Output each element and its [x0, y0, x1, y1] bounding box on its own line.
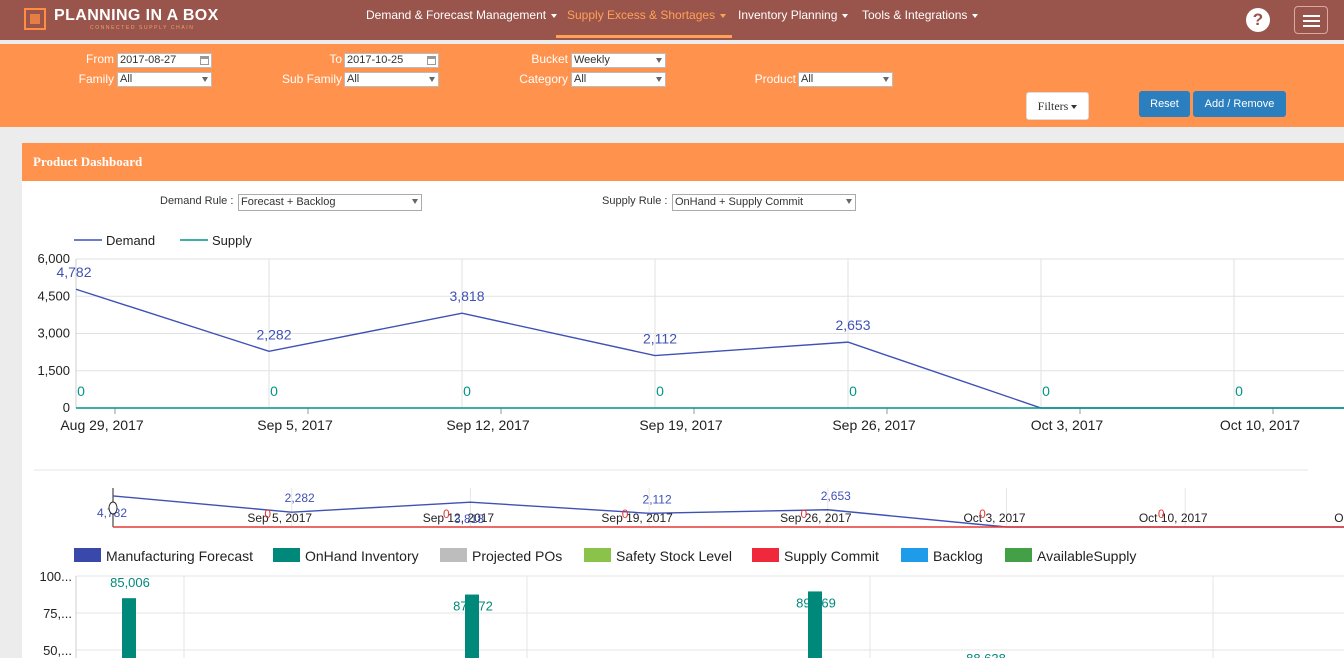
family-value: All — [120, 73, 133, 85]
calendar-icon[interactable] — [427, 56, 436, 65]
subfamily-value: All — [347, 73, 360, 85]
category-label: Category — [519, 72, 568, 86]
dropdown-arrow-icon — [412, 199, 418, 204]
nav-label: Supply Excess & Shortages — [567, 8, 716, 22]
question-circle-icon[interactable]: ? — [1246, 8, 1270, 32]
from-date-input[interactable]: 2017-08-27 — [117, 53, 212, 68]
product-value: All — [801, 73, 814, 85]
brand-title: PLANNING IN A BOX — [54, 7, 219, 24]
brand-subtitle: CONNECTED SUPPLY CHAIN — [90, 25, 195, 31]
dropdown-arrow-icon — [429, 77, 435, 82]
demand-rule-select[interactable]: Forecast + Backlog — [238, 194, 422, 211]
nav-inventory-planning[interactable]: Inventory Planning — [738, 8, 849, 22]
family-label: Family — [78, 72, 114, 86]
demand-rule-value: Forecast + Backlog — [241, 196, 336, 208]
dropdown-arrow-icon — [846, 199, 852, 204]
family-select[interactable]: All — [117, 72, 212, 87]
caret-down-icon — [972, 13, 979, 18]
subfamily-select[interactable]: All — [344, 72, 439, 87]
top-navbar: PLANNING IN A BOX CONNECTED SUPPLY CHAIN… — [0, 0, 1344, 40]
demand-rule-label: Demand Rule : — [160, 195, 234, 207]
subfamily-label: Sub Family — [281, 72, 342, 86]
dropdown-arrow-icon — [883, 77, 889, 82]
dropdown-arrow-icon — [202, 77, 208, 82]
category-value: All — [574, 73, 587, 85]
dropdown-arrow-icon — [656, 58, 662, 63]
caret-down-icon — [551, 13, 558, 18]
to-date-value: 2017-10-25 — [347, 54, 404, 66]
dropdown-arrow-icon — [656, 77, 662, 82]
category-select[interactable]: All — [571, 72, 666, 87]
bucket-value: Weekly — [574, 54, 610, 66]
caret-down-icon — [1071, 105, 1078, 110]
reset-button[interactable]: Reset — [1139, 91, 1190, 117]
nav-label: Demand & Forecast Management — [366, 8, 547, 22]
from-label: From — [86, 52, 114, 66]
supply-rule-select[interactable]: OnHand + Supply Commit — [672, 194, 856, 211]
nav-tools-integrations[interactable]: Tools & Integrations — [862, 8, 979, 22]
brand-logo[interactable]: PLANNING IN A BOX CONNECTED SUPPLY CHAIN — [24, 7, 219, 32]
bucket-select[interactable]: Weekly — [571, 53, 666, 68]
filters-button-label: Filters — [1037, 99, 1069, 113]
supply-rule-label: Supply Rule : — [602, 195, 668, 207]
nav-demand-forecast[interactable]: Demand & Forecast Management — [366, 8, 558, 22]
to-label: To — [329, 52, 342, 66]
product-label: Product — [754, 72, 796, 86]
active-nav-indicator — [556, 35, 732, 38]
from-date-value: 2017-08-27 — [120, 54, 177, 66]
caret-down-icon — [720, 13, 727, 18]
calendar-icon[interactable] — [200, 56, 209, 65]
to-date-input[interactable]: 2017-10-25 — [344, 53, 439, 68]
hamburger-menu-icon[interactable] — [1294, 6, 1328, 34]
add-remove-button[interactable]: Add / Remove — [1193, 91, 1286, 117]
product-dashboard-panel: Product Dashboard Demand Rule : Forecast… — [22, 143, 1344, 658]
nav-label: Tools & Integrations — [862, 8, 968, 22]
bucket-label: Bucket — [531, 52, 568, 66]
filters-button[interactable]: Filters — [1026, 92, 1089, 120]
panel-title: Product Dashboard — [33, 154, 143, 169]
box-logo-icon — [24, 8, 46, 30]
caret-down-icon — [842, 13, 849, 18]
product-select[interactable]: All — [798, 72, 893, 87]
nav-supply-excess[interactable]: Supply Excess & Shortages — [567, 8, 727, 22]
nav-label: Inventory Planning — [738, 8, 838, 22]
panel-header: Product Dashboard — [22, 143, 1344, 181]
filter-bar — [0, 44, 1344, 127]
supply-rule-value: OnHand + Supply Commit — [675, 196, 804, 208]
